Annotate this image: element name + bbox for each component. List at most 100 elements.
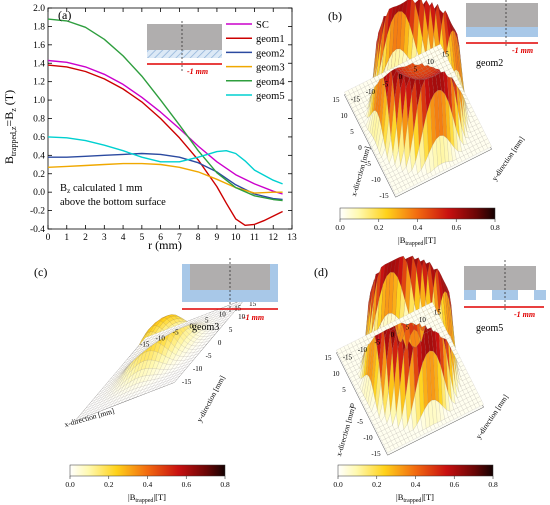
y-tick-label: -0.4 [30,225,45,235]
y-tick-label: 1.2 [33,78,45,88]
panel-d-xaxis-label: x-direction [mm] [334,405,357,457]
c-surface-cell [142,335,150,341]
b-x-tick-label: -15 [379,192,389,200]
panel-b-inset-layer [466,27,538,37]
c-colorbar-tick-label: 0.2 [104,480,114,489]
x-tick-label: 0 [46,233,51,243]
x-tick-label: 2 [83,233,88,243]
panel-a-inset-hatched-layer [147,50,222,58]
c-x-tick-label: -15 [140,340,150,348]
c-colorbar-tick-label: 0.6 [182,480,192,489]
panel-c-colorbar-gradient [69,464,226,477]
b-x-tick-label: -5 [365,160,371,168]
d-y-tick-label: 0 [391,331,395,339]
b-y-tick-label: -15 [351,95,361,103]
d-surface-cell [428,301,435,309]
legend-label-geom5: geom5 [256,91,285,102]
c-colorbar-tick-label: 0.0 [65,480,75,489]
d-x-tick-label: 10 [333,370,341,378]
panel-a-inset-schematic: -1 mm [147,21,222,76]
y-tick-label: 2.0 [33,4,45,14]
d-colorbar-tick-label: 0.2 [372,480,382,489]
x-tick-label: 10 [231,233,241,243]
b-y-tick-label: -10 [366,88,376,96]
legend-label-SC: SC [256,20,269,31]
b-x-tick-label: 15 [333,96,341,104]
panel-d-colorbar: 0.0 0.2 0.4 0.6 0.8 |Btrapped|[T] [333,464,498,504]
y-tick-label: 1.0 [33,96,45,106]
panel-b-yaxis-label: y-direction [mm] [490,135,526,183]
y-tick-label: 1.4 [33,59,45,69]
panel-a-series [47,18,283,227]
y-tick-label: 0.4 [33,151,45,161]
b-colorbar-tick-label: 0.6 [452,223,462,232]
b-x-tick-label: 5 [350,128,354,136]
b-colorbar-tick-label: 0.4 [413,223,423,232]
panel-a-inset-label: -1 mm [187,67,208,76]
b-colorbar-tick-label: 0.0 [335,223,345,232]
x-tick-label: 5 [139,233,144,243]
panel-c-yaxis-label: y-direction [mm] [195,374,227,424]
panel-c-inset-superconductor [190,264,270,290]
legend-label-geom2: geom2 [256,48,285,59]
panel-a-line-chart: 0 1 2 3 4 5 6 7 8 9 10 11 12 13-0.4-0.20.00.20.40.60.… [2,4,297,252]
panel-d-colorbar-label: |Btrapped|[T] [396,492,434,504]
x-tick-label: 4 [121,233,126,243]
c-colorbar-tick-label: 0.8 [220,480,230,489]
x-tick-label: 1 [64,233,69,243]
panel-d-inset-layer-right [534,290,546,300]
b-colorbar-tick-label: 0.2 [374,223,384,232]
panel-d-inset-schematic: -1 mm [464,260,546,319]
b-x-tick-label: -10 [371,176,381,184]
panel-d-geometry-label: geom5 [476,323,503,334]
c-surface-cell [207,310,215,316]
x-tick-label: 12 [268,233,278,243]
legend-label-geom3: geom3 [256,63,285,74]
panel-d-surface [336,255,484,453]
panel-b-label: (b) [328,9,342,23]
panel-c-colorbar-label: |Btrapped|[T] [128,492,166,504]
c-y-tick-label: 15 [249,300,257,308]
c-surface-cell [188,318,196,323]
c-surface-cell [199,313,207,319]
c-surface-cell [177,322,184,328]
y-tick-label: 0.2 [33,170,45,180]
c-y-tick-label: 10 [238,313,246,321]
d-colorbar-tick-label: 0.0 [333,480,343,489]
d-x-tick-label: 0 [350,402,354,410]
x-tick-label: 6 [158,233,163,243]
c-y-tick-label: -15 [182,378,192,386]
d-y-tick-label: 10 [419,316,427,324]
y-tick-label: 1.8 [33,22,45,32]
y-tick-label: 0.0 [33,188,45,198]
panel-b-colorbar-gradient [339,207,496,220]
d-x-tick-label: 15 [325,354,333,362]
panel-a-axes: 0 1 2 3 4 5 6 7 8 9 10 11 12 13-0.4-0.20.00.20.40.60.… [30,4,297,243]
series-line-geom5 [47,136,283,185]
panel-c-surface [75,299,245,421]
panel-d-colorbar-ticks: 0.0 0.2 0.4 0.6 0.8 [333,476,498,489]
panel-d-inset-superconductor [464,266,536,290]
b-colorbar-tick-label: 0.8 [490,223,500,232]
c-surface-cell [180,321,188,326]
x-tick-label: 7 [177,233,182,243]
panel-d-label: (d) [314,265,328,279]
d-colorbar-tick-label: 0.4 [411,480,421,489]
x-tick-label: 11 [250,233,259,243]
panel-a-ylabel: Btrapped,z=Bz (T) [2,90,18,164]
panel-d-inset-layer-center [492,290,518,300]
panel-c-inset-label: -1 mm [243,313,264,322]
c-y-tick-label: -10 [193,365,203,373]
b-y-tick-label: -5 [382,80,388,88]
b-x-tick-label: 0 [358,144,362,152]
panel-b-surface [344,0,492,195]
c-x-tick-label: -10 [156,334,166,342]
y-tick-label: -0.2 [30,207,45,217]
c-surface-cell [192,316,200,322]
y-tick-label: 1.6 [33,41,45,51]
d-y-tick-label: -15 [343,353,353,361]
